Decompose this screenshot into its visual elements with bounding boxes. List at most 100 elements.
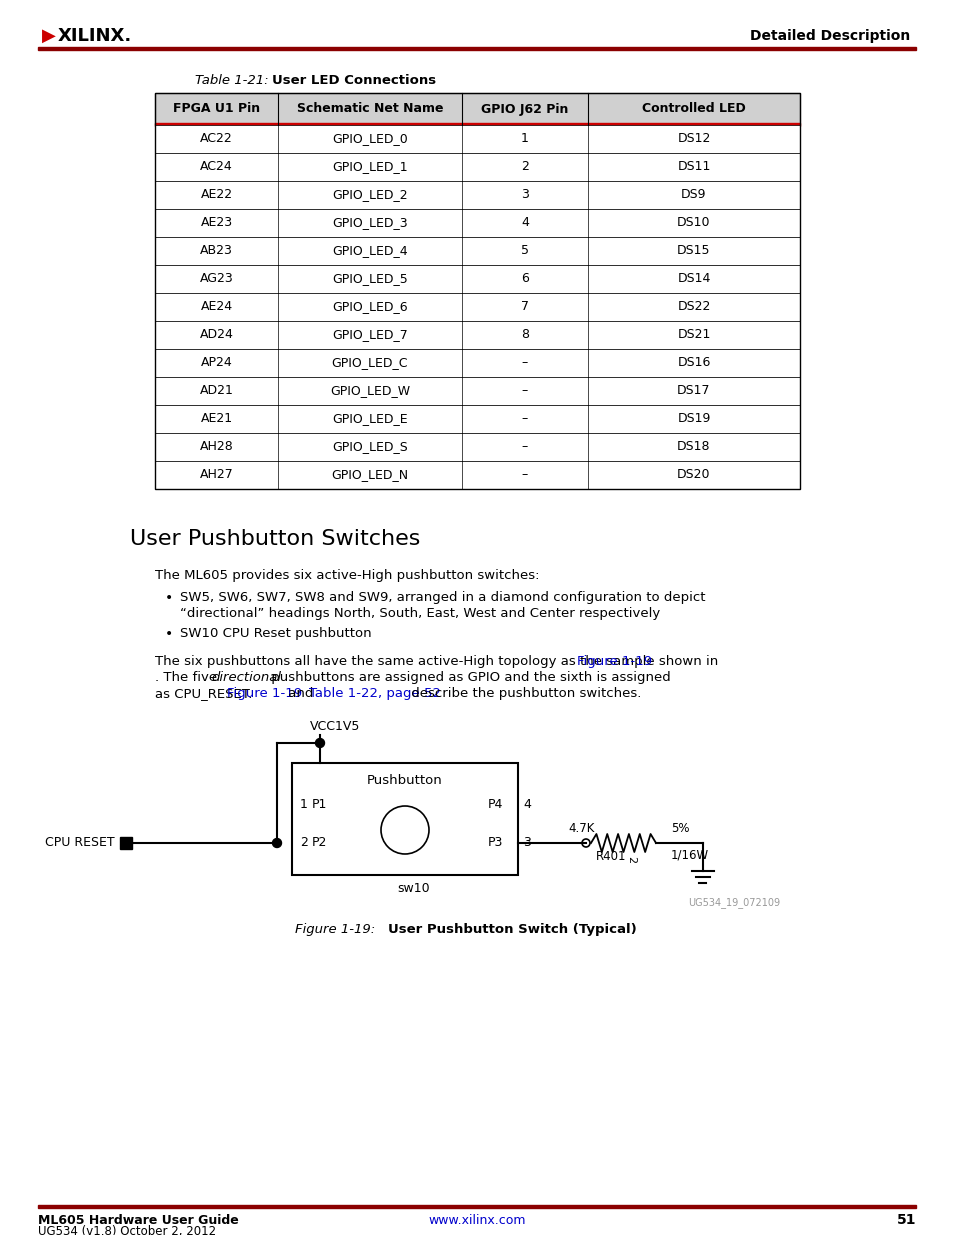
Text: GPIO_LED_1: GPIO_LED_1	[332, 161, 407, 173]
Text: DS17: DS17	[677, 384, 710, 398]
Circle shape	[380, 806, 429, 853]
Text: VCC1V5: VCC1V5	[310, 720, 360, 734]
Text: •: •	[165, 592, 173, 605]
Bar	[120, 837, 132, 848]
Text: AP24: AP24	[200, 357, 233, 369]
Text: –: –	[521, 468, 528, 482]
Text: Table 1-21:: Table 1-21:	[194, 74, 269, 86]
Text: FPGA U1 Pin: FPGA U1 Pin	[172, 103, 260, 116]
Text: . The five: . The five	[154, 671, 221, 684]
Bar	[154, 209, 800, 237]
Text: –: –	[521, 384, 528, 398]
Text: GPIO_LED_C: GPIO_LED_C	[332, 357, 408, 369]
Text: AC22: AC22	[200, 132, 233, 146]
Text: 51: 51	[896, 1213, 915, 1228]
Text: 2: 2	[299, 836, 308, 850]
Text: Schematic Net Name: Schematic Net Name	[296, 103, 443, 116]
Text: sw10: sw10	[396, 883, 429, 895]
Text: GPIO_LED_5: GPIO_LED_5	[332, 273, 408, 285]
Text: P3: P3	[488, 836, 503, 850]
Text: •: •	[165, 627, 173, 641]
Bar	[154, 93, 800, 489]
Text: Figure 1-19: Figure 1-19	[227, 687, 302, 700]
Text: 4: 4	[520, 216, 528, 230]
Bar	[154, 93, 800, 125]
Text: –: –	[521, 357, 528, 369]
Text: directional: directional	[212, 671, 281, 684]
Text: UG534_19_072109: UG534_19_072109	[687, 898, 780, 909]
Text: 1/16W: 1/16W	[670, 848, 708, 862]
Text: and: and	[283, 687, 317, 700]
Circle shape	[581, 839, 589, 847]
Text: 3: 3	[520, 189, 528, 201]
Text: –: –	[521, 412, 528, 426]
Text: as CPU_RESET.: as CPU_RESET.	[154, 687, 256, 700]
Text: GPIO J62 Pin: GPIO J62 Pin	[481, 103, 568, 116]
Text: 1: 1	[520, 132, 528, 146]
Text: GPIO_LED_N: GPIO_LED_N	[331, 468, 408, 482]
Text: AH28: AH28	[199, 441, 233, 453]
Text: “directional” headings North, South, East, West and Center respectively: “directional” headings North, South, Eas…	[180, 606, 659, 620]
Text: –: –	[521, 441, 528, 453]
Bar	[154, 153, 800, 182]
Text: 2: 2	[520, 161, 528, 173]
Text: AD24: AD24	[199, 329, 233, 342]
Text: Pushbutton: Pushbutton	[367, 774, 442, 788]
Text: AE23: AE23	[200, 216, 233, 230]
Text: GPIO_LED_7: GPIO_LED_7	[332, 329, 408, 342]
Text: The six pushbuttons all have the same active-High topology as the sample shown i: The six pushbuttons all have the same ac…	[154, 655, 721, 668]
Text: DS22: DS22	[677, 300, 710, 314]
Text: SW5, SW6, SW7, SW8 and SW9, arranged in a diamond configuration to depict: SW5, SW6, SW7, SW8 and SW9, arranged in …	[180, 592, 705, 604]
Text: User LED Connections: User LED Connections	[272, 74, 436, 86]
Text: GPIO_LED_4: GPIO_LED_4	[332, 245, 407, 258]
Text: Table 1-22, page 52: Table 1-22, page 52	[309, 687, 441, 700]
Text: 2: 2	[626, 856, 636, 863]
Text: 7: 7	[520, 300, 529, 314]
Bar	[154, 293, 800, 321]
Text: AH27: AH27	[199, 468, 233, 482]
Bar	[154, 461, 800, 489]
Text: AG23: AG23	[199, 273, 233, 285]
Text: ▶: ▶	[42, 27, 56, 44]
Bar	[154, 321, 800, 350]
Text: GPIO_LED_0: GPIO_LED_0	[332, 132, 408, 146]
Text: 5: 5	[520, 245, 529, 258]
Text: CPU RESET: CPU RESET	[46, 836, 115, 850]
Text: User Pushbutton Switches: User Pushbutton Switches	[130, 529, 420, 550]
Text: SW10 CPU Reset pushbutton: SW10 CPU Reset pushbutton	[180, 627, 372, 640]
Text: User Pushbutton Switch (Typical): User Pushbutton Switch (Typical)	[388, 924, 636, 936]
Bar	[154, 405, 800, 433]
Circle shape	[273, 839, 281, 847]
Circle shape	[315, 739, 324, 747]
Text: GPIO_LED_2: GPIO_LED_2	[332, 189, 407, 201]
Text: R401: R401	[596, 851, 626, 863]
Text: Controlled LED: Controlled LED	[641, 103, 745, 116]
Text: Detailed Description: Detailed Description	[749, 28, 909, 43]
Text: pushbuttons are assigned as GPIO and the sixth is assigned: pushbuttons are assigned as GPIO and the…	[266, 671, 670, 684]
Bar	[154, 266, 800, 293]
Bar	[154, 350, 800, 377]
Text: 1: 1	[299, 799, 308, 811]
Text: AE24: AE24	[200, 300, 233, 314]
Bar	[292, 763, 517, 876]
Text: www.xilinx.com: www.xilinx.com	[428, 1214, 525, 1226]
Text: AD21: AD21	[199, 384, 233, 398]
Text: DS21: DS21	[677, 329, 710, 342]
Text: The ML605 provides six active-High pushbutton switches:: The ML605 provides six active-High pushb…	[154, 569, 539, 582]
Text: 4: 4	[522, 799, 530, 811]
Text: AC24: AC24	[200, 161, 233, 173]
Text: DS16: DS16	[677, 357, 710, 369]
Bar	[154, 124, 800, 126]
Text: P1: P1	[312, 799, 327, 811]
Text: DS10: DS10	[677, 216, 710, 230]
Text: DS19: DS19	[677, 412, 710, 426]
Text: GPIO_LED_3: GPIO_LED_3	[332, 216, 407, 230]
Bar	[154, 182, 800, 209]
Text: AB23: AB23	[200, 245, 233, 258]
Text: DS15: DS15	[677, 245, 710, 258]
Text: AE22: AE22	[200, 189, 233, 201]
Text: DS18: DS18	[677, 441, 710, 453]
Bar	[154, 377, 800, 405]
Bar	[154, 125, 800, 153]
Text: DS11: DS11	[677, 161, 710, 173]
